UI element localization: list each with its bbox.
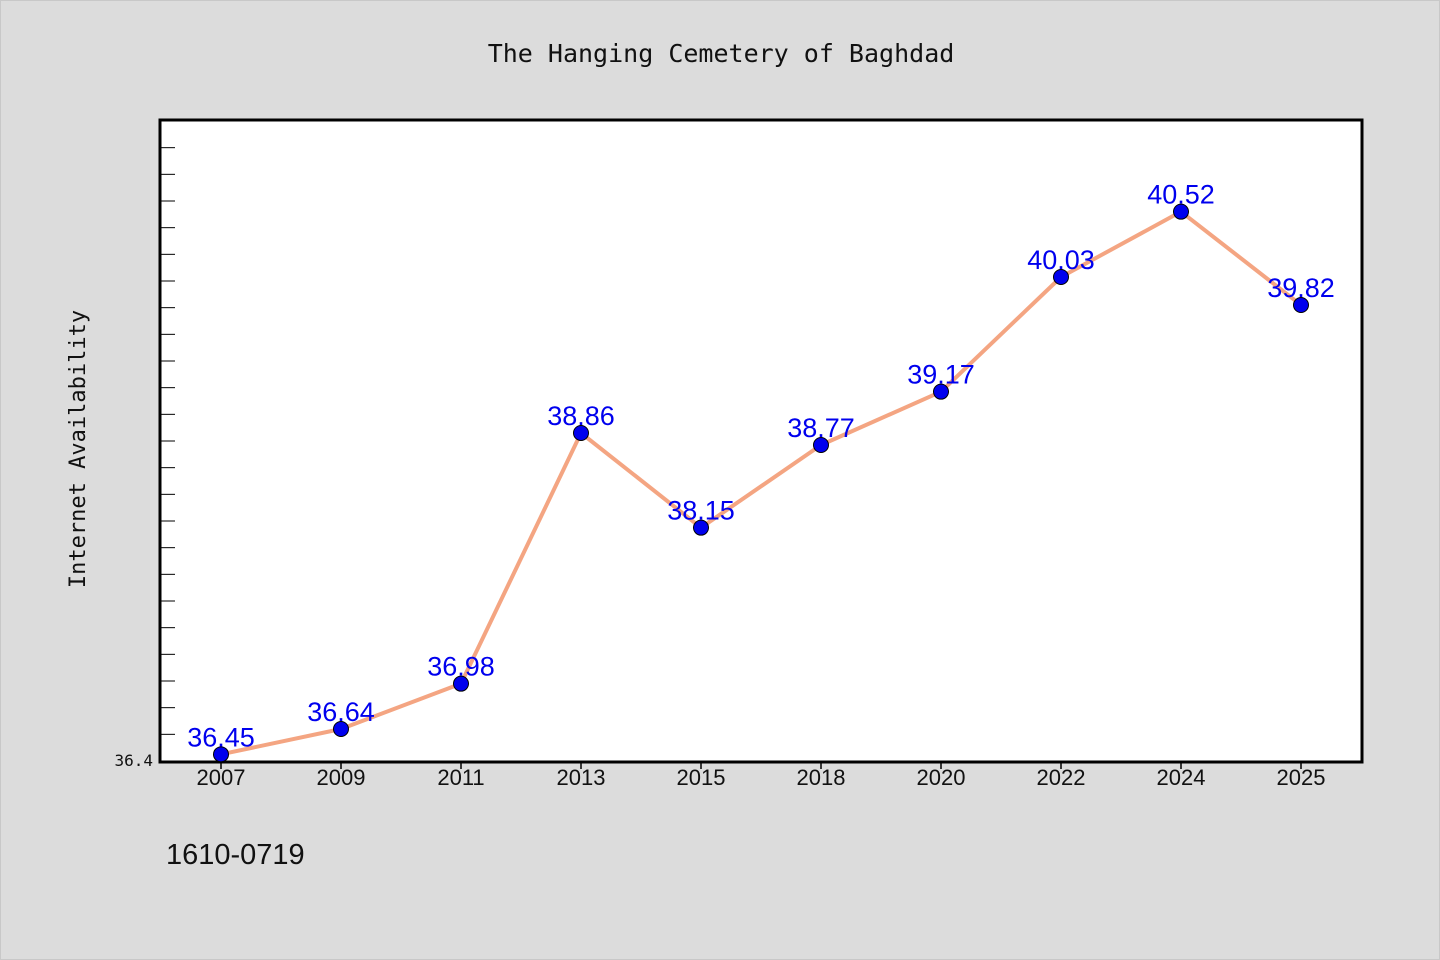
series-line — [219, 209, 1303, 757]
x-tick-label: 2013 — [557, 765, 606, 790]
x-tick-label: 2020 — [917, 765, 966, 790]
data-point — [693, 519, 709, 536]
data-point — [453, 675, 469, 692]
footer-code: 1610-0719 — [166, 839, 305, 871]
data-label: 38.15 — [667, 496, 735, 526]
data-point — [213, 746, 229, 763]
data-labels: 36.45 36.64 36.98 38.86 38.15 38.77 39.17 40.03… — [187, 180, 1335, 753]
data-point — [1053, 269, 1069, 285]
x-tick-label: 2022 — [1037, 765, 1086, 790]
data-label: 39.82 — [1267, 273, 1335, 303]
data-label: 38.77 — [787, 413, 855, 443]
x-tick-label: 2015 — [677, 765, 726, 790]
data-point — [573, 425, 589, 441]
data-point — [1293, 297, 1309, 313]
data-label: 40.52 — [1147, 180, 1215, 210]
data-label: 38.86 — [547, 401, 615, 431]
y-axis-tick-labels: 36.4 — [114, 751, 153, 770]
chart-title: The Hanging Cemetery of Baghdad — [488, 39, 955, 68]
x-axis-ticks: 2007 2009 2011 2013 2015 2018 2020 2022 2024 2025 — [197, 761, 1326, 790]
x-tick-label: 2018 — [797, 765, 846, 790]
x-tick-label: 2024 — [1157, 765, 1206, 790]
data-point — [1173, 203, 1189, 220]
y-minor-ticks — [161, 147, 175, 735]
x-tick-label: 2011 — [437, 765, 484, 790]
data-markers — [213, 203, 1309, 763]
data-label: 36.64 — [307, 697, 375, 727]
data-point — [333, 721, 349, 737]
data-label: 36.45 — [187, 722, 255, 752]
y-tick-label: 36.4 — [114, 751, 153, 770]
series-line-group — [219, 209, 1303, 757]
x-tick-label: 2009 — [317, 765, 366, 790]
y-axis-label: Internet Availability — [66, 310, 91, 588]
data-point — [933, 383, 949, 400]
x-tick-label: 2007 — [197, 765, 246, 790]
x-tick-label: 2025 — [1277, 765, 1326, 790]
data-label: 40.03 — [1027, 245, 1095, 275]
plot-area — [158, 118, 1364, 764]
data-label: 36.98 — [427, 652, 495, 682]
data-label: 39.17 — [907, 360, 975, 390]
data-point — [813, 437, 829, 453]
